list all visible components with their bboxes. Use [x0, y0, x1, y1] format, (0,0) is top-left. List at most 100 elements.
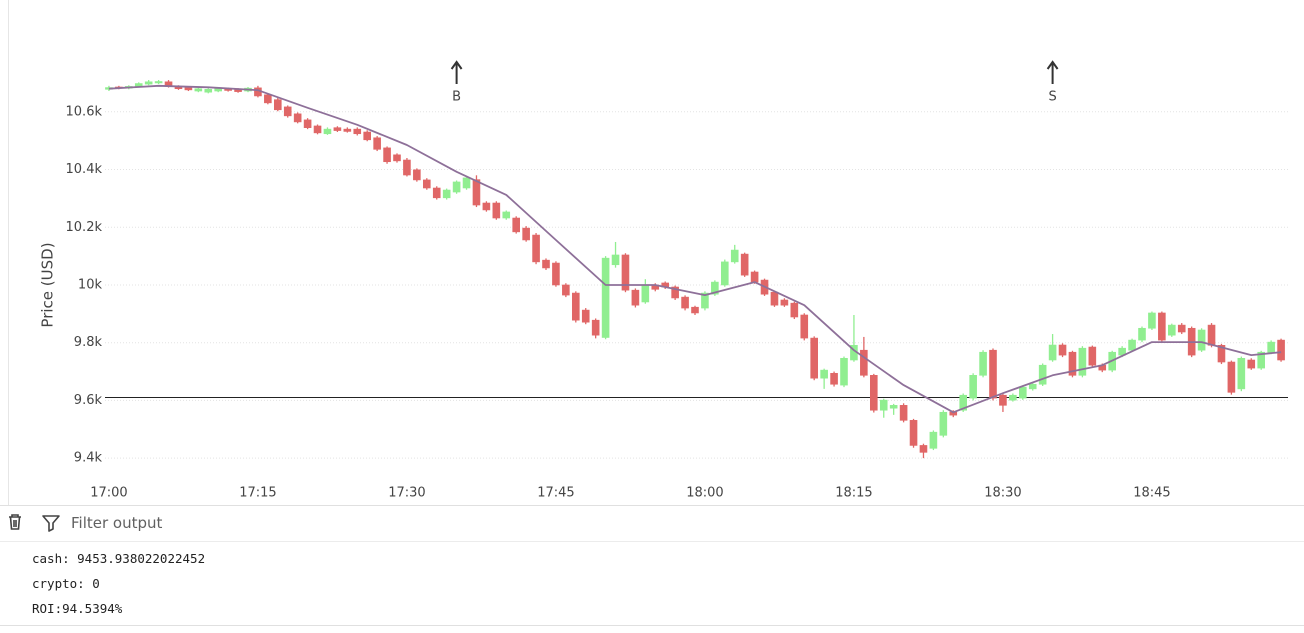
candle-body [333, 127, 342, 131]
candle-body [1088, 346, 1097, 366]
candle-body [611, 254, 620, 266]
candle-body [840, 357, 848, 386]
candle-body [154, 81, 163, 84]
candle-body [720, 261, 729, 286]
candle-body [571, 292, 580, 321]
clear-output-button[interactable] [2, 506, 32, 540]
candle-body [303, 119, 312, 128]
candle-body [860, 349, 868, 376]
candle-body [1197, 329, 1206, 351]
candle-body [919, 445, 928, 453]
filter-input[interactable]: Filter output [71, 514, 163, 532]
candle-body [1277, 339, 1285, 361]
candle-body [959, 394, 968, 411]
candle-body [273, 99, 282, 111]
candle-body [293, 113, 302, 123]
output-toolbar: Filter output [0, 505, 1304, 542]
candle-body [1177, 324, 1186, 333]
candle-body [740, 253, 749, 276]
annotation-arrowhead [1046, 60, 1059, 70]
candle-body [532, 234, 540, 263]
y-tick-label: 9.6k [74, 393, 103, 408]
candle-body [552, 262, 560, 286]
x-tick-label: 18:15 [835, 486, 872, 501]
candle-body [621, 254, 630, 291]
candle-body [1148, 312, 1156, 329]
candle-body [403, 159, 411, 176]
candle-body [929, 431, 938, 449]
x-tick-label: 18:30 [984, 486, 1021, 501]
candle-body [1018, 386, 1027, 399]
y-tick-label: 10.4k [66, 162, 103, 177]
x-tick-label: 18:45 [1133, 486, 1170, 501]
candle-body [323, 128, 332, 135]
candle-body [562, 284, 570, 296]
candle-body [1078, 347, 1087, 376]
y-tick-label: 9.4k [74, 451, 103, 466]
candle-body [472, 179, 481, 206]
annotation: S [1046, 60, 1059, 105]
candle-body [522, 227, 530, 241]
candle-body [889, 405, 898, 409]
candle-body [979, 351, 987, 376]
candle-body [939, 411, 948, 436]
candle-body [442, 189, 451, 199]
candle-body [641, 284, 650, 303]
candle-body [1217, 344, 1226, 363]
candle-body [671, 286, 679, 299]
candle-body [730, 249, 739, 263]
candle-body [452, 181, 461, 193]
candle-body [363, 131, 372, 141]
candle-body [462, 177, 471, 189]
candle-body [820, 369, 828, 379]
candle-body [899, 405, 908, 421]
candle-body [283, 106, 292, 117]
output-text: cash: 9453.938022022452 crypto: 0 ROI:94… [32, 551, 205, 626]
candle-body [1028, 383, 1037, 390]
candle-body [1168, 324, 1176, 336]
y-tick-label: 9.8k [74, 335, 103, 350]
candle-body [830, 372, 838, 385]
candle-body [1247, 359, 1256, 369]
candle-body [711, 281, 719, 295]
x-tick-label: 17:30 [388, 486, 425, 501]
candle-body [383, 147, 391, 163]
candle-body [810, 337, 819, 379]
candle-body [184, 87, 193, 91]
candle-body [969, 375, 977, 399]
candle-body [1048, 344, 1057, 361]
candle-body [591, 319, 600, 336]
candle-body [631, 289, 640, 306]
candle-body [581, 309, 590, 323]
candle-body [194, 88, 203, 92]
chart: Price (USD) 9.4k 9.6k 9.8k 10k 10.2k 10.4k 10.… [39, 60, 1288, 501]
candle-body [512, 217, 521, 233]
candle-body [343, 128, 352, 132]
candle-body [869, 375, 878, 411]
candle-body [313, 125, 322, 134]
candle-body [1158, 312, 1166, 341]
candle-body [601, 257, 610, 338]
candle-body [542, 259, 550, 269]
y-tick-label: 10.2k [66, 220, 103, 235]
candle-body [1267, 341, 1275, 353]
annotation: B [450, 60, 463, 105]
candle-body [393, 154, 401, 162]
y-axis-label: Price (USD) [39, 242, 57, 327]
candle-body [879, 399, 888, 411]
candle-body [1038, 364, 1047, 385]
candle-body [373, 137, 381, 150]
candle-body [422, 179, 431, 189]
candle-body [909, 420, 918, 446]
output-line: ROI:94.5394% [32, 601, 123, 616]
candle-body [790, 302, 799, 318]
candle-body [1227, 361, 1236, 393]
candle-body [144, 81, 153, 85]
candle-body [204, 88, 213, 93]
candle-body [691, 306, 699, 314]
output-line: cash: 9453.938022022452 [32, 551, 206, 566]
y-tick-label: 10.6k [66, 104, 103, 119]
candle-body [999, 394, 1007, 406]
output-line: crypto: 0 [32, 576, 100, 591]
cell-border [8, 0, 9, 505]
